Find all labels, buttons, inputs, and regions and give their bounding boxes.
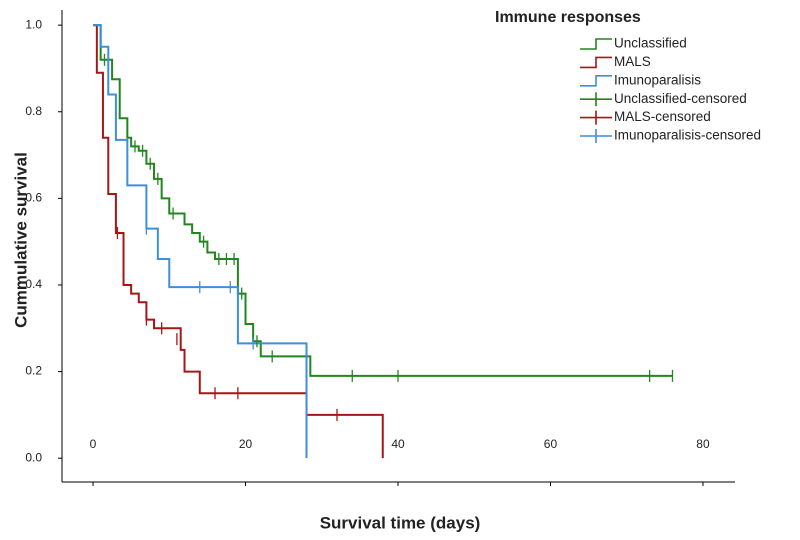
y-axis-label: Cummulative survival: [11, 152, 30, 328]
y-tick-label: 0.2: [25, 364, 42, 378]
x-axis-label: Survival time (days): [320, 513, 481, 532]
x-tick-label: 80: [696, 437, 710, 451]
legend-title: Immune responses: [495, 9, 641, 26]
legend-label: Imunoparalisis-censored: [614, 128, 761, 143]
legend-symbol: [580, 129, 612, 143]
y-tick-label: 0.0: [25, 450, 42, 464]
legend-symbol: [580, 110, 612, 125]
y-tick-label: 0.4: [25, 277, 42, 291]
legend-symbol: [580, 56, 612, 69]
x-tick-label: 20: [239, 437, 253, 451]
y-tick-label: 0.6: [25, 191, 42, 205]
x-tick-label: 40: [391, 437, 405, 451]
legend-label: Unclassified: [614, 36, 687, 51]
y-tick-label: 1.0: [25, 17, 42, 31]
legend-symbol: [580, 38, 612, 50]
legend-label: Imunoparalisis: [614, 72, 701, 87]
survival-curve: [93, 24, 308, 459]
survival-curve: [93, 24, 384, 459]
legend-label: MALS: [614, 54, 651, 69]
legend-label: Unclassified-censored: [614, 91, 747, 106]
x-tick-label: 60: [544, 437, 558, 451]
legend-symbol: [580, 75, 612, 87]
legend-label: MALS-censored: [614, 109, 711, 124]
x-tick-label: 0: [90, 437, 97, 451]
survival-curve: [93, 24, 673, 377]
legend-symbol: [580, 92, 612, 107]
y-tick-label: 0.8: [25, 104, 42, 118]
